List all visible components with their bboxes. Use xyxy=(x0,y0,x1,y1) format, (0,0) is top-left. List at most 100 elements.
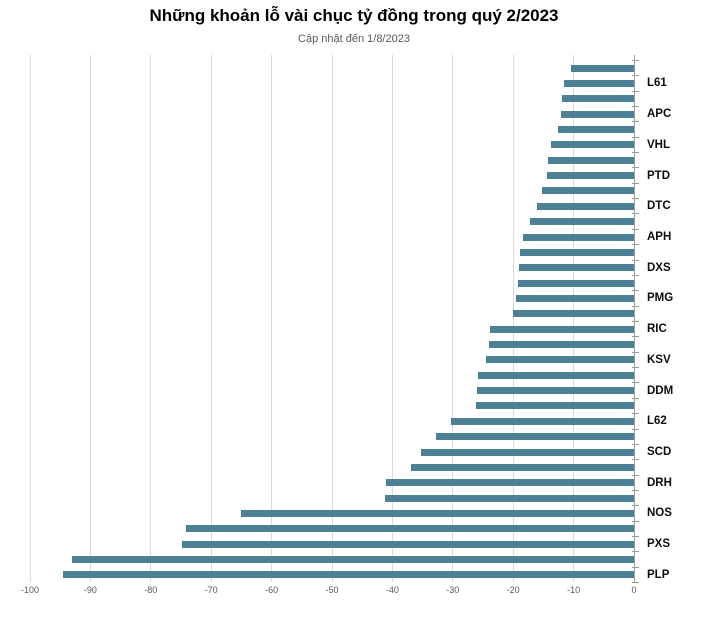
loss-bar xyxy=(435,433,634,441)
category-axis-tick xyxy=(632,121,639,123)
loss-bar xyxy=(385,479,634,487)
category-label: VHL xyxy=(647,138,670,151)
category-axis-tick xyxy=(632,382,639,384)
loss-bar xyxy=(523,233,634,241)
gridline xyxy=(89,55,91,582)
x-tick-label: -90 xyxy=(83,585,97,595)
category-axis-tick xyxy=(632,105,639,107)
loss-bar xyxy=(384,494,634,502)
category-axis-tick xyxy=(632,443,639,445)
category-axis-tick xyxy=(632,536,639,538)
category-axis-tick xyxy=(632,228,639,230)
loss-bar xyxy=(182,540,634,548)
x-tick-label: -30 xyxy=(446,585,460,595)
x-tick-label: -20 xyxy=(506,585,520,595)
category-axis-tick xyxy=(632,182,639,184)
axis-zero-line xyxy=(633,55,635,582)
x-tick-label: -60 xyxy=(265,585,279,595)
loss-bar xyxy=(476,387,634,395)
category-axis-tick xyxy=(632,413,639,415)
chart-title: Những khoản lỗ vài chục tỷ đồng trong qu… xyxy=(149,6,559,25)
gridline xyxy=(331,55,333,582)
loss-bar xyxy=(571,64,634,72)
loss-bar xyxy=(519,264,634,272)
category-label: DXS xyxy=(647,261,671,274)
category-label: L62 xyxy=(647,415,667,428)
loss-bar xyxy=(557,126,634,133)
category-axis-tick xyxy=(632,505,639,507)
gridline xyxy=(210,55,212,582)
loss-bar xyxy=(542,187,634,195)
category-axis-tick xyxy=(632,489,639,491)
gridline xyxy=(150,55,152,582)
category-label: NOS xyxy=(647,507,672,520)
gridline xyxy=(29,55,31,582)
category-axis-tick xyxy=(632,167,639,169)
x-tick-label: -80 xyxy=(144,585,158,595)
category-axis-tick xyxy=(632,336,639,338)
gridline xyxy=(452,55,454,582)
gridline xyxy=(391,55,393,582)
category-axis-tick xyxy=(632,75,639,77)
x-tick-label: -40 xyxy=(385,585,399,595)
x-tick-label: -100 xyxy=(20,585,39,595)
loss-bar xyxy=(62,571,634,579)
loss-bar xyxy=(548,156,634,164)
loss-bar xyxy=(513,310,634,318)
category-axis-tick xyxy=(632,305,639,307)
category-axis-tick xyxy=(632,321,639,322)
loss-bar xyxy=(489,325,634,333)
category-axis-tick xyxy=(632,459,639,461)
loss-bar xyxy=(536,202,634,210)
loss-bar xyxy=(241,509,634,517)
category-label: DTC xyxy=(647,200,671,213)
category-label: APH xyxy=(647,231,672,244)
category-label: SCD xyxy=(647,446,672,459)
category-axis-tick xyxy=(632,474,639,476)
loss-bar xyxy=(518,279,634,287)
loss-bar xyxy=(489,341,634,349)
category-axis-tick xyxy=(632,566,639,568)
loss-bar xyxy=(516,294,634,302)
category-axis-tick xyxy=(632,290,639,292)
gridline xyxy=(573,55,575,582)
loss-bar xyxy=(486,356,634,364)
loss-bar xyxy=(475,402,634,410)
loss-bar xyxy=(410,463,634,471)
category-axis-tick xyxy=(632,428,639,430)
x-tick-label: -70 xyxy=(204,585,218,595)
x-tick-label: 0 xyxy=(631,585,637,595)
category-label: PXS xyxy=(647,538,671,551)
category-axis-tick xyxy=(632,259,639,261)
category-label: L61 xyxy=(647,77,667,90)
category-axis-tick xyxy=(632,520,639,522)
category-axis-tick xyxy=(632,397,639,399)
gridline xyxy=(271,55,273,582)
category-axis-tick xyxy=(632,198,639,200)
gridline xyxy=(512,55,514,582)
loss-bar xyxy=(530,218,634,226)
loss-bar xyxy=(450,417,634,425)
chart-subtitle: Cập nhật đến 1/8/2023 xyxy=(298,33,410,45)
category-axis-tick xyxy=(632,351,639,353)
category-label: APC xyxy=(647,108,672,121)
category-axis-tick xyxy=(632,244,639,246)
category-axis-tick xyxy=(632,551,639,553)
category-label: PLP xyxy=(647,568,670,581)
category-axis-tick xyxy=(632,213,639,215)
loss-bar xyxy=(420,448,634,456)
loss-bar xyxy=(72,556,634,564)
loss-bar xyxy=(519,248,634,256)
category-label: PMG xyxy=(647,292,674,305)
loss-bar xyxy=(547,172,634,180)
category-label: PTD xyxy=(647,169,670,182)
loss-bar xyxy=(560,110,634,118)
x-tick-label: -50 xyxy=(325,585,339,595)
x-tick-label: -10 xyxy=(567,585,581,595)
loss-bar xyxy=(186,525,634,533)
loss-bar xyxy=(551,141,634,149)
category-axis-tick xyxy=(632,274,639,276)
category-axis-tick xyxy=(632,136,639,138)
category-axis-tick xyxy=(632,582,639,584)
